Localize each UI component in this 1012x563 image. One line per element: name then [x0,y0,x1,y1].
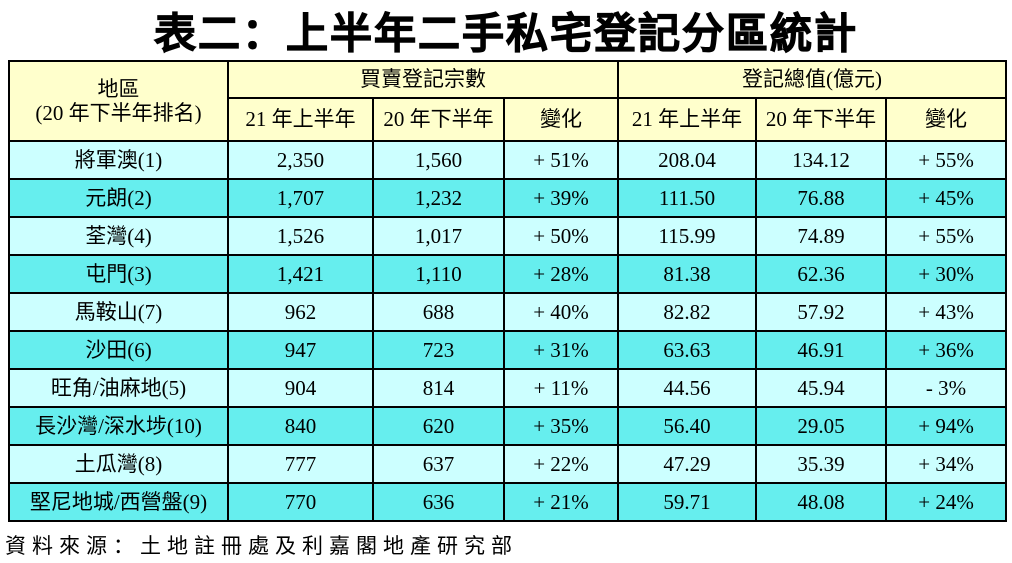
page-title: 表二：上半年二手私宅登記分區統計 [153,9,858,57]
region-cell: 土瓜灣(8) [8,444,229,484]
value-change-cell: + 43% [885,292,1008,332]
value-21h1-cell: 115.99 [617,216,758,256]
deals-change-cell: + 39% [502,178,620,218]
value-21h1-cell: 208.04 [617,140,758,180]
deals-change-cell: + 28% [502,254,620,294]
value-change-cell: + 34% [885,444,1008,484]
value-change-cell: + 45% [885,178,1008,218]
deals-20h2-cell: 620 [372,406,505,446]
district-stats-table: 地區 (20 年下半年排名) 買賣登記宗數 登記總值(億元) 21 年上半年 2… [8,60,1008,522]
deals-20h2-cell: 688 [372,292,505,332]
value-21h1-cell: 59.71 [617,482,758,522]
deals-20h2-cell: 1,232 [372,178,505,218]
data-source-note: 資料來源：土地註冊處及利嘉閣地產研究部 [5,534,518,558]
region-cell: 沙田(6) [8,330,229,370]
col-header-value-change: 變化 [885,97,1008,142]
deals-20h2-cell: 637 [372,444,505,484]
value-21h1-cell: 82.82 [617,292,758,332]
col-header-value-20h2: 20 年下半年 [755,97,888,142]
col-header-value-21h1: 21 年上半年 [617,97,758,142]
region-cell: 荃灣(4) [8,216,229,256]
value-change-cell: + 55% [885,140,1008,180]
deals-21h1-cell: 962 [227,292,374,332]
deals-21h1-cell: 1,707 [227,178,374,218]
region-header-line2: (20 年下半年排名) [35,101,202,125]
deals-change-cell: + 50% [502,216,620,256]
value-21h1-cell: 47.29 [617,444,758,484]
deals-20h2-cell: 723 [372,330,505,370]
deals-20h2-cell: 1,560 [372,140,505,180]
value-change-cell: + 30% [885,254,1008,294]
deals-change-cell: + 31% [502,330,620,370]
region-cell: 元朗(2) [8,178,229,218]
deals-21h1-cell: 777 [227,444,374,484]
table-row: 馬鞍山(7) 962 688 + 40% 82.82 57.92 + 43% [8,292,1008,332]
value-21h1-cell: 63.63 [617,330,758,370]
col-header-deals-change: 變化 [502,97,620,142]
deals-change-cell: + 11% [502,368,620,408]
value-20h2-cell: 74.89 [755,216,888,256]
header-row-subcolumns: 21 年上半年 20 年下半年 變化 21 年上半年 20 年下半年 變化 [9,97,1008,142]
region-cell: 旺角/油麻地(5) [8,368,229,408]
table-row: 元朗(2) 1,707 1,232 + 39% 111.50 76.88 + 4… [8,178,1008,218]
group-header-deal-count: 買賣登記宗數 [226,60,620,99]
deals-20h2-cell: 814 [372,368,505,408]
value-20h2-cell: 35.39 [755,444,888,484]
value-20h2-cell: 76.88 [755,178,888,218]
table-row: 旺角/油麻地(5) 904 814 + 11% 44.56 45.94 - 3% [8,368,1008,408]
region-column-header: 地區 (20 年下半年排名) [8,60,229,142]
region-cell: 長沙灣/深水埗(10) [8,406,229,446]
value-change-cell: + 36% [885,330,1008,370]
deals-21h1-cell: 2,350 [227,140,374,180]
value-20h2-cell: 48.08 [755,482,888,522]
deals-21h1-cell: 1,421 [227,254,374,294]
value-21h1-cell: 81.38 [617,254,758,294]
value-20h2-cell: 62.36 [755,254,888,294]
value-21h1-cell: 56.40 [617,406,758,446]
value-change-cell: + 55% [885,216,1008,256]
table-row: 將軍澳(1) 2,350 1,560 + 51% 208.04 134.12 +… [8,140,1008,180]
header-row-groups: 地區 (20 年下半年排名) 買賣登記宗數 登記總值(億元) [8,60,1008,142]
value-20h2-cell: 45.94 [755,368,888,408]
deals-20h2-cell: 1,017 [372,216,505,256]
deals-21h1-cell: 770 [227,482,374,522]
value-change-cell: - 3% [885,368,1008,408]
value-20h2-cell: 57.92 [755,292,888,332]
group-header-total-value: 登記總值(億元) [617,60,1008,99]
deals-21h1-cell: 947 [227,330,374,370]
col-header-deals-21h1: 21 年上半年 [227,97,374,142]
value-change-cell: + 24% [885,482,1008,522]
table-row: 土瓜灣(8) 777 637 + 22% 47.29 35.39 + 34% [8,444,1008,484]
deals-20h2-cell: 1,110 [372,254,505,294]
value-21h1-cell: 44.56 [617,368,758,408]
table-row: 堅尼地城/西營盤(9) 770 636 + 21% 59.71 48.08 + … [8,482,1008,522]
deals-21h1-cell: 840 [227,406,374,446]
deals-21h1-cell: 1,526 [227,216,374,256]
region-cell: 屯門(3) [8,254,229,294]
deals-change-cell: + 40% [502,292,620,332]
region-cell: 馬鞍山(7) [8,292,229,332]
deals-change-cell: + 22% [502,444,620,484]
deals-20h2-cell: 636 [372,482,505,522]
table-row: 屯門(3) 1,421 1,110 + 28% 81.38 62.36 + 30… [8,254,1008,294]
region-header-line1: 地區 [97,76,140,101]
value-20h2-cell: 134.12 [755,140,888,180]
deals-change-cell: + 35% [502,406,620,446]
table-row: 沙田(6) 947 723 + 31% 63.63 46.91 + 36% [8,330,1008,370]
deals-21h1-cell: 904 [227,368,374,408]
region-cell: 將軍澳(1) [8,140,229,180]
table-row: 長沙灣/深水埗(10) 840 620 + 35% 56.40 29.05 + … [8,406,1008,446]
value-change-cell: + 94% [885,406,1008,446]
col-header-deals-20h2: 20 年下半年 [372,97,505,142]
region-cell: 堅尼地城/西營盤(9) [8,482,229,522]
value-20h2-cell: 46.91 [755,330,888,370]
table-row: 荃灣(4) 1,526 1,017 + 50% 115.99 74.89 + 5… [8,216,1008,256]
value-21h1-cell: 111.50 [617,178,758,218]
deals-change-cell: + 51% [502,140,620,180]
deals-change-cell: + 21% [502,482,620,522]
value-20h2-cell: 29.05 [755,406,888,446]
